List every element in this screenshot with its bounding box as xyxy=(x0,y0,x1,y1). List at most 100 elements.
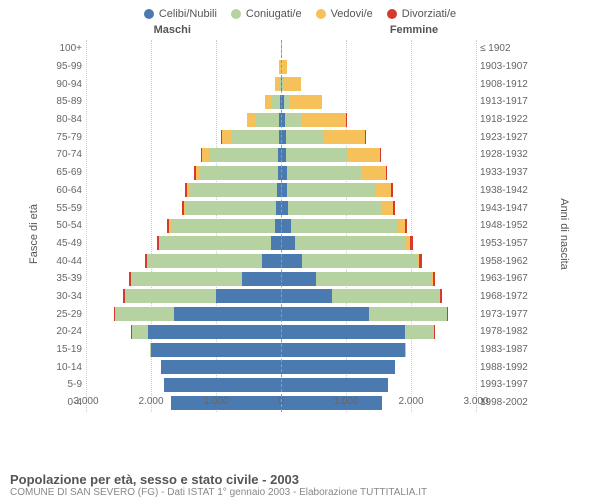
seg-coniugati xyxy=(287,166,362,180)
x-tick-label: 2.000 xyxy=(138,396,163,407)
bar-female xyxy=(281,378,476,392)
bar-area xyxy=(86,236,476,250)
seg-coniugati xyxy=(405,343,407,357)
bar-female xyxy=(281,113,476,127)
age-label: 75-79 xyxy=(52,132,86,143)
bar-male xyxy=(86,343,281,357)
bar-female xyxy=(281,307,476,321)
seg-coniugati xyxy=(185,201,276,215)
age-label: 90-94 xyxy=(52,79,86,90)
bar-male xyxy=(86,289,281,303)
legend: Celibi/NubiliConiugati/eVedovi/eDivorzia… xyxy=(4,8,596,20)
pyramid-row: 95-991903-1907 xyxy=(52,58,534,76)
seg-coniugati xyxy=(200,166,278,180)
seg-vedovi xyxy=(222,130,232,144)
seg-divorziati xyxy=(365,130,366,144)
age-label: 85-89 xyxy=(52,96,86,107)
birth-label: 1968-1972 xyxy=(476,291,534,302)
bar-area xyxy=(86,95,476,109)
seg-celibi xyxy=(174,307,281,321)
seg-celibi xyxy=(281,343,405,357)
chart-footer: Popolazione per età, sesso e stato civil… xyxy=(10,472,590,498)
birth-label: 1973-1977 xyxy=(476,309,534,320)
bar-male xyxy=(86,378,281,392)
seg-divorziati xyxy=(386,166,387,180)
seg-vedovi xyxy=(281,42,282,56)
age-label: 50-54 xyxy=(52,220,86,231)
seg-coniugati xyxy=(288,201,382,215)
seg-divorziati xyxy=(433,272,435,286)
male-header: Maschi xyxy=(51,24,293,36)
bar-area xyxy=(86,378,476,392)
bar-male xyxy=(86,254,281,268)
pyramid-row: 40-441958-1962 xyxy=(52,252,534,270)
chart-title: Popolazione per età, sesso e stato civil… xyxy=(10,472,590,487)
age-label: 35-39 xyxy=(52,273,86,284)
bar-female xyxy=(281,236,476,250)
celibi-swatch xyxy=(144,9,154,19)
bar-female xyxy=(281,166,476,180)
seg-celibi xyxy=(281,307,369,321)
bar-area xyxy=(86,219,476,233)
pyramid-row: 10-141988-1992 xyxy=(52,358,534,376)
legend-item: Coniugati/e xyxy=(231,8,302,20)
age-label: 80-84 xyxy=(52,114,86,125)
age-label: 20-24 xyxy=(52,326,86,337)
bar-male xyxy=(86,236,281,250)
legend-item: Divorziati/e xyxy=(387,8,456,20)
age-label: 95-99 xyxy=(52,61,86,72)
bar-male xyxy=(86,307,281,321)
bar-female xyxy=(281,60,476,74)
bar-area xyxy=(86,183,476,197)
pyramid-row: 30-341968-1972 xyxy=(52,288,534,306)
seg-vedovi xyxy=(375,183,391,197)
x-tick-label: 1.000 xyxy=(203,396,228,407)
age-label: 55-59 xyxy=(52,203,86,214)
plot-area: Fasce di età Anni di nascita 100+≤ 19029… xyxy=(4,36,596,432)
legend-label: Celibi/Nubili xyxy=(159,8,217,20)
pyramid-row: 75-791923-1927 xyxy=(52,128,534,146)
seg-coniugati xyxy=(287,183,375,197)
seg-coniugati xyxy=(291,219,398,233)
vedovi-swatch xyxy=(316,9,326,19)
bar-area xyxy=(86,343,476,357)
pyramid-row: 55-59 1943-1947 xyxy=(52,199,534,217)
birth-label: 1933-1937 xyxy=(476,167,534,178)
seg-coniugati xyxy=(132,272,243,286)
bar-male xyxy=(86,219,281,233)
chart-subtitle: COMUNE DI SAN SEVERO (FG) - Dati ISTAT 1… xyxy=(10,487,590,498)
age-label: 100+ xyxy=(52,43,86,54)
bar-area xyxy=(86,148,476,162)
bar-area xyxy=(86,325,476,339)
bar-female xyxy=(281,254,476,268)
pyramid-row: 65-691933-1937 xyxy=(52,164,534,182)
bar-male xyxy=(86,183,281,197)
seg-coniugati xyxy=(285,113,301,127)
birth-label: 1913-1917 xyxy=(476,96,534,107)
seg-divorziati xyxy=(405,219,407,233)
age-label: 25-29 xyxy=(52,309,86,320)
seg-coniugati xyxy=(286,148,346,162)
seg-celibi xyxy=(281,236,295,250)
x-tick-label: 2.000 xyxy=(398,396,423,407)
seg-vedovi xyxy=(382,201,392,215)
seg-celibi xyxy=(148,325,281,339)
pyramid-row: 60-641938-1942 xyxy=(52,182,534,200)
seg-celibi xyxy=(161,360,281,374)
seg-celibi xyxy=(281,378,388,392)
seg-coniugati xyxy=(160,236,271,250)
seg-divorziati xyxy=(393,201,395,215)
bar-female xyxy=(281,77,476,91)
bar-area xyxy=(86,360,476,374)
seg-coniugati xyxy=(210,148,278,162)
bar-female xyxy=(281,42,476,56)
bar-female xyxy=(281,272,476,286)
seg-coniugati xyxy=(405,325,434,339)
bar-male xyxy=(86,42,281,56)
age-label: 10-14 xyxy=(52,362,86,373)
bar-male xyxy=(86,148,281,162)
seg-celibi xyxy=(281,201,288,215)
birth-label: 1943-1947 xyxy=(476,203,534,214)
birth-label: 1953-1957 xyxy=(476,238,534,249)
column-headers: Maschi Femmine xyxy=(4,24,596,36)
